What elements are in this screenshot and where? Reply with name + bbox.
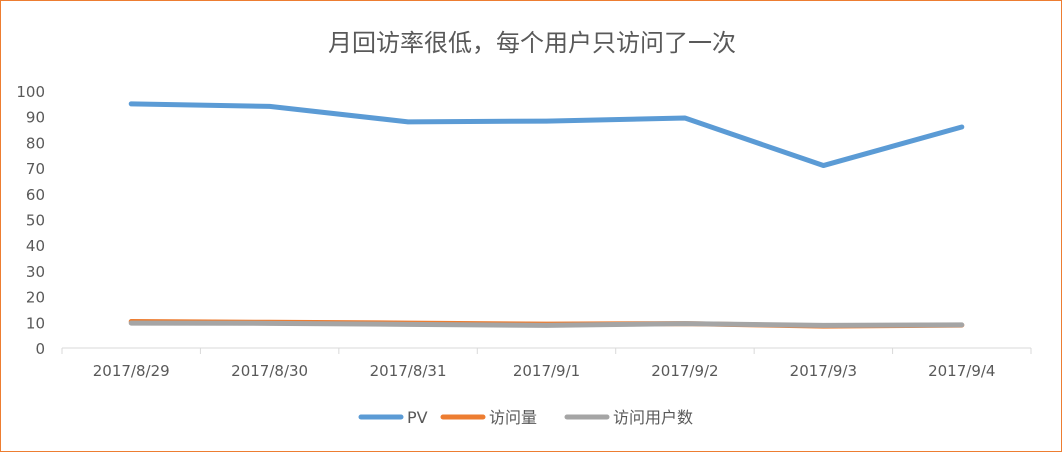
x-tick-label: 2017/8/30: [231, 362, 308, 380]
legend-label: PV: [407, 408, 428, 427]
x-tick-label: 2017/8/31: [370, 362, 447, 380]
y-tick-label: 0: [35, 340, 45, 358]
chart-title: 月回访率很低，每个用户只访问了一次: [328, 29, 736, 57]
legend-label: 访问用户数: [613, 408, 693, 427]
y-tick-label: 10: [26, 314, 45, 332]
y-tick-label: 50: [26, 212, 45, 230]
y-tick-label: 30: [26, 263, 45, 281]
x-tick-label: 2017/9/3: [790, 362, 857, 380]
legend-label: 访问量: [489, 408, 537, 427]
x-tick-label: 2017/9/4: [928, 362, 995, 380]
x-tick-label: 2017/8/29: [93, 362, 170, 380]
y-tick-label: 90: [26, 109, 45, 127]
y-tick-label: 100: [16, 83, 45, 101]
y-tick-label: 20: [26, 289, 45, 307]
series-line-0: [131, 104, 962, 166]
x-tick-label: 2017/9/2: [651, 362, 718, 380]
y-tick-label: 80: [26, 134, 45, 152]
y-tick-label: 60: [26, 186, 45, 204]
y-tick-label: 70: [26, 160, 45, 178]
series-line-2: [131, 323, 962, 325]
y-tick-label: 40: [26, 237, 45, 255]
x-tick-label: 2017/9/1: [513, 362, 580, 380]
